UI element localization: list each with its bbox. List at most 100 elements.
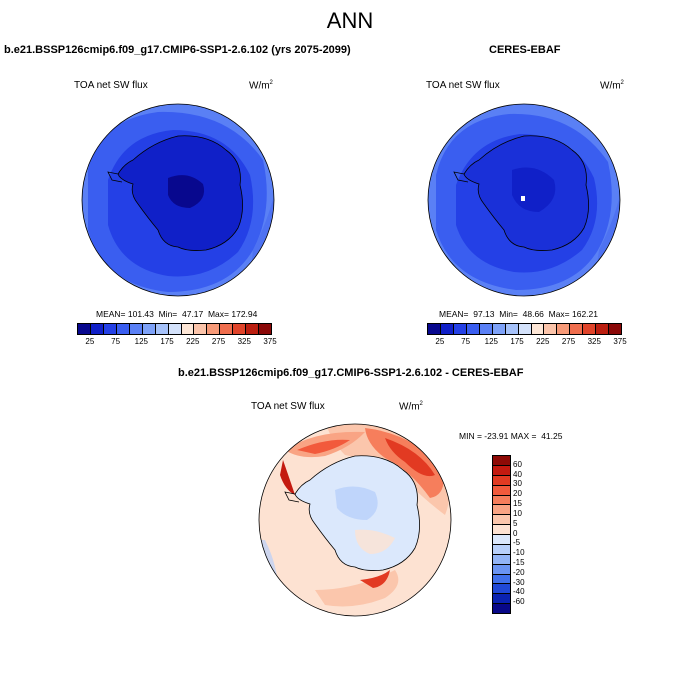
colorbar-swatch <box>504 324 518 334</box>
colorbar-swatch <box>493 464 510 475</box>
colorbar-swatch <box>493 583 510 594</box>
colorbar-label: 5 <box>513 518 518 528</box>
colorbar-label: -20 <box>513 567 525 577</box>
colorbar-swatch <box>493 543 510 554</box>
colorbar-swatch <box>128 324 142 334</box>
colorbar-swatch <box>167 324 181 334</box>
colorbar-label: 75 <box>461 337 471 346</box>
colorbar-label: 25 <box>85 337 95 346</box>
colorbar-swatch <box>478 324 492 334</box>
colorbar-swatch <box>517 324 531 334</box>
colorbar-swatch <box>102 324 116 334</box>
colorbar-swatch <box>439 324 453 334</box>
colorbar-swatch <box>493 456 510 465</box>
colorbar-swatch <box>258 324 272 334</box>
panel-2-colorbar: 25 75 125 175 225 275 325 375 <box>427 323 627 347</box>
colorbar-swatch <box>493 484 510 495</box>
panel-1-title: b.e21.BSSP126cmip6.f09_g17.CMIP6-SSP1-2.… <box>4 44 351 56</box>
colorbar-swatch <box>193 324 207 334</box>
colorbar-label: 225 <box>536 337 550 346</box>
colorbar-label: 0 <box>513 528 518 538</box>
colorbar-swatch <box>154 324 168 334</box>
colorbar-label: -5 <box>513 538 521 548</box>
panel-3-stats: MIN = -23.91 MAX = 41.25 <box>459 431 563 441</box>
colorbar-swatch <box>89 324 103 334</box>
colorbar-label: 225 <box>186 337 200 346</box>
colorbar-swatch <box>141 324 155 334</box>
colorbar-swatch <box>582 324 596 334</box>
panel-1-units: W/m2 <box>249 80 273 92</box>
colorbar-label: 275 <box>211 337 226 346</box>
colorbar-label: -40 <box>513 587 525 597</box>
panel-1-variable: TOA net SW flux <box>74 80 148 91</box>
colorbar-label: -10 <box>513 548 525 558</box>
colorbar-label: 375 <box>613 337 627 346</box>
colorbar-label: 325 <box>587 337 601 346</box>
colorbar-swatch <box>232 324 246 334</box>
panel-3-map <box>258 423 452 617</box>
colorbar-label: 75 <box>111 337 121 346</box>
colorbar-swatch <box>543 324 557 334</box>
colorbar-swatch <box>245 324 259 334</box>
colorbar-swatch <box>595 324 609 334</box>
colorbar-swatch <box>491 324 505 334</box>
colorbar-label: 60 <box>513 459 522 469</box>
panel-2-variable: TOA net SW flux <box>426 80 500 91</box>
colorbar-label: 25 <box>435 337 445 346</box>
colorbar-swatch <box>493 603 510 613</box>
panel-1-map <box>81 103 275 297</box>
panel-3-colorbar: 60 40 30 20 15 10 5 0 -5 -10 -15 -20 -30 -40 -60 <box>492 455 525 614</box>
panel-1-stats: MEAN= 101.43 Min= 47.17 Max= 172.94 <box>96 309 258 319</box>
colorbar-swatch <box>556 324 570 334</box>
colorbar-label: -60 <box>513 597 525 607</box>
colorbar-swatch <box>493 514 510 525</box>
colorbar-swatch <box>569 324 583 334</box>
colorbar-swatch <box>206 324 220 334</box>
colorbar-swatch <box>493 524 510 534</box>
colorbar-label: -15 <box>513 557 525 567</box>
colorbar-swatch <box>452 324 466 334</box>
panel-2-units: W/m2 <box>600 80 624 92</box>
colorbar-swatch <box>493 494 510 505</box>
colorbar-swatch <box>465 324 479 334</box>
colorbar-swatch <box>530 324 544 334</box>
panel-3-variable: TOA net SW flux <box>251 401 325 412</box>
colorbar-label: 125 <box>134 337 148 346</box>
colorbar-swatch <box>115 324 129 334</box>
colorbar-swatch <box>608 324 622 334</box>
panel-1-colorbar-labels: 25 75 125 175 225 275 325 375 <box>77 335 276 347</box>
panel-3-colorbar-labels: 60 40 30 20 15 10 5 0 -5 -10 -15 -20 -30 -40 -60 <box>513 455 543 612</box>
colorbar-swatch <box>493 563 510 574</box>
colorbar-swatch <box>493 573 510 584</box>
panel-1-colorbar: 25 75 125 175 225 275 325 375 <box>77 323 277 347</box>
colorbar-label: 40 <box>513 469 522 479</box>
colorbar-label: 325 <box>237 337 251 346</box>
panel-2-map <box>427 103 621 297</box>
colorbar-swatch <box>493 553 510 564</box>
colorbar-swatch <box>180 324 194 334</box>
colorbar-swatch <box>219 324 233 334</box>
panel-2-colorbar-labels: 25 75 125 175 225 275 325 375 <box>427 335 626 347</box>
panel-2-stats: MEAN= 97.13 Min= 48.66 Max= 162.21 <box>439 309 598 319</box>
colorbar-label: -30 <box>513 577 525 587</box>
panel-2-title: CERES-EBAF <box>489 44 561 56</box>
colorbar-label: 275 <box>561 337 576 346</box>
colorbar-label: 125 <box>484 337 498 346</box>
colorbar-swatch <box>493 504 510 515</box>
figure-title: ANN <box>326 8 374 33</box>
colorbar-swatch <box>493 534 510 544</box>
colorbar-swatch <box>493 474 510 485</box>
colorbar-swatch <box>78 324 90 334</box>
colorbar-swatch <box>493 593 510 604</box>
colorbar-label: 30 <box>513 479 522 489</box>
colorbar-swatch <box>428 324 440 334</box>
panel-2-colorbar-swatches <box>427 323 622 335</box>
panel-3-units: W/m2 <box>399 401 423 413</box>
colorbar-label: 175 <box>160 337 174 346</box>
colorbar-label: 10 <box>513 508 522 518</box>
colorbar-label: 15 <box>513 499 522 509</box>
colorbar-label: 175 <box>510 337 524 346</box>
colorbar-label: 20 <box>513 489 522 499</box>
panel-1-colorbar-swatches <box>77 323 272 335</box>
panel-3-colorbar-swatches <box>492 455 511 614</box>
